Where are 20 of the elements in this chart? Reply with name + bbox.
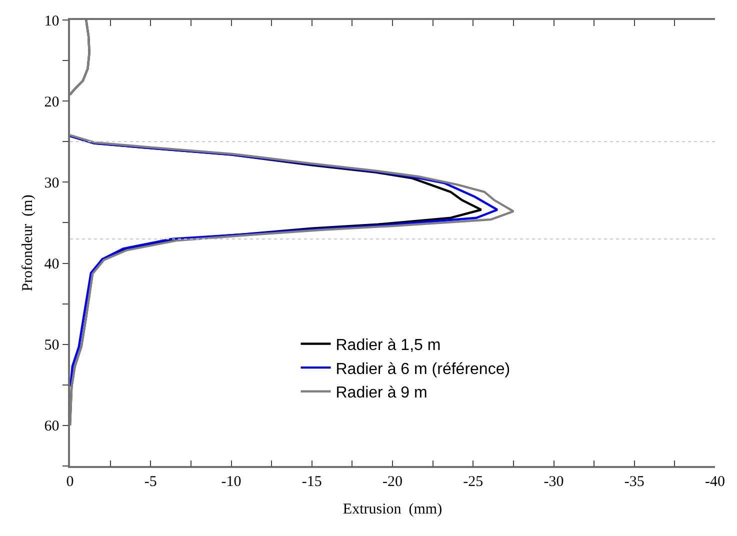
x-axis-title: Extrusion (mm) xyxy=(342,501,442,518)
x-tick-label: -5 xyxy=(144,474,157,490)
x-tick-label: 0 xyxy=(66,474,74,490)
legend-label: Radier à 9 m xyxy=(336,384,428,402)
y-tick-label: 60 xyxy=(44,418,60,435)
x-tick-label: -30 xyxy=(544,474,564,490)
x-tick-label: -10 xyxy=(221,474,242,490)
x-tick-label: -25 xyxy=(463,474,484,490)
x-tick-label: -20 xyxy=(382,474,402,490)
y-tick-label: 20 xyxy=(44,94,60,110)
x-tick-label: -15 xyxy=(302,474,322,490)
y-axis-title: Profondeur (m) xyxy=(20,194,36,292)
x-tick-label: -40 xyxy=(705,474,725,490)
y-tick-label: 30 xyxy=(44,175,60,192)
legend-label: Radier à 6 m (référence) xyxy=(336,360,510,378)
y-tick-label: 50 xyxy=(44,338,60,354)
x-tick-label: -35 xyxy=(624,474,644,490)
y-tick-label: 10 xyxy=(44,13,60,30)
y-tick-label: 40 xyxy=(44,256,60,273)
legend-label: Radier à 1,5 m xyxy=(336,337,441,354)
